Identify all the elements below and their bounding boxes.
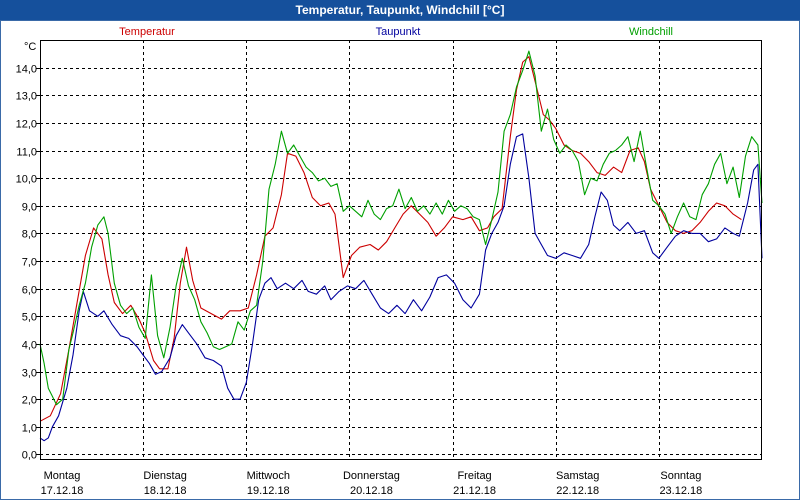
title-bar <box>0 0 800 20</box>
y-tick-label: 13,0 <box>16 91 37 103</box>
y-tick-label: 14,0 <box>16 64 37 76</box>
y-tick-label: 6,0 <box>22 285 37 297</box>
y-tick-label: 2,0 <box>22 395 37 407</box>
chart-title: Temperatur, Taupunkt, Windchill [°C] <box>296 3 505 17</box>
x-tick-date-label: 21.12.18 <box>453 485 496 497</box>
series-line-taupunkt <box>39 133 763 442</box>
y-axis-unit-label: °C <box>24 41 36 53</box>
y-tick-labels: 0,0 1,0 2,0 3,0 4,0 5,0 6,0 7,0 8,0 9,0 10,0 11,0 12… <box>16 64 37 462</box>
legend-temperatur: Temperatur <box>119 26 175 38</box>
x-tick-date-label: 17.12.18 <box>41 485 84 497</box>
series-line-windchill <box>39 50 763 406</box>
x-tick-day-label: Freitag <box>457 470 491 482</box>
x-tick-day-label: Dienstag <box>143 470 186 482</box>
x-tick-day-label: Donnerstag <box>343 470 400 482</box>
y-tick-label: 11,0 <box>16 147 37 159</box>
y-tick-label: 8,0 <box>22 229 37 241</box>
legend-taupunkt: Taupunkt <box>376 26 421 38</box>
y-tick-label: 10,0 <box>16 174 37 186</box>
grid-layer <box>36 40 762 460</box>
y-tick-label: 3,0 <box>22 368 37 380</box>
y-tick-label: 12,0 <box>16 119 37 131</box>
legend-windchill: Windchill <box>629 26 673 38</box>
x-tick-day-label: Montag <box>44 470 81 482</box>
y-tick-label: 5,0 <box>22 312 37 324</box>
x-tick-day-label: Samstag <box>556 470 599 482</box>
plot-border <box>40 40 762 460</box>
y-tick-label: 0,0 <box>22 450 37 462</box>
y-tick-label: 1,0 <box>22 423 37 435</box>
series-layer <box>39 50 763 442</box>
y-tick-label: 7,0 <box>22 257 37 269</box>
x-tick-day-label: Mittwoch <box>247 470 290 482</box>
x-tick-labels: Montag 17.12.18 Dienstag 18.12.18 Mittwoch 19… <box>41 470 703 497</box>
series-line-temperatur <box>39 56 742 422</box>
x-tick-date-label: 22.12.18 <box>556 485 599 497</box>
x-tick-date-label: 19.12.18 <box>247 485 290 497</box>
y-tick-label: 4,0 <box>22 340 37 352</box>
x-tick-date-label: 20.12.18 <box>350 485 393 497</box>
y-tick-label: 9,0 <box>22 202 37 214</box>
x-tick-date-label: 23.12.18 <box>659 485 702 497</box>
x-tick-date-label: 18.12.18 <box>144 485 187 497</box>
x-tick-day-label: Sonntag <box>660 470 701 482</box>
